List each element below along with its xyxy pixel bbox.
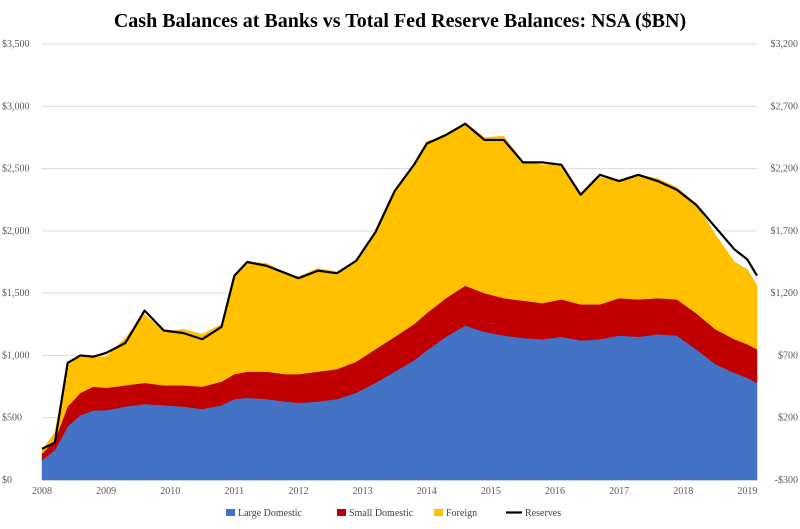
line-reserves: [41, 122, 758, 450]
right-axis: -$300 $200 $700 $1,200 $1,700 $2,200 $2,700 $3,…: [771, 39, 799, 486]
left-tick-label: $2,500: [2, 164, 30, 175]
x-tick-label: 2015: [481, 486, 501, 497]
right-tick-label: $2,200: [771, 164, 799, 175]
right-tick-label: $700: [778, 350, 798, 361]
right-tick-label: $1,200: [771, 288, 799, 299]
left-tick-label: $500: [2, 413, 22, 424]
right-tick-label: $3,200: [771, 39, 799, 50]
x-tick-label: 2008: [32, 486, 52, 497]
left-tick-label: $3,500: [2, 39, 30, 50]
legend-swatch-large-domestic: [226, 509, 235, 516]
legend-label-small-domestic: Small Domestic: [349, 508, 414, 519]
legend-label-reserves: Reserves: [525, 508, 561, 519]
x-tick-label: 2016: [545, 486, 565, 497]
x-tick-label: 2011: [225, 486, 245, 497]
right-tick-label: $2,700: [771, 101, 799, 112]
chart-title: Cash Balances at Banks vs Total Fed Rese…: [114, 10, 686, 32]
legend: Large Domestic Small Domestic Foreign Reser…: [226, 508, 561, 519]
x-axis: 2008 2009 2010 2011 2012 2013 2014 2015 2016 2017…: [32, 486, 757, 497]
x-tick-label: 2012: [289, 486, 309, 497]
stacked-areas: [41, 122, 758, 481]
x-tick-label: 2017: [609, 486, 629, 497]
left-tick-label: $2,000: [2, 226, 30, 237]
x-tick-label: 2009: [96, 486, 116, 497]
legend-swatch-small-domestic: [337, 509, 346, 516]
right-tick-label: $200: [778, 413, 798, 424]
area-foreign: [41, 122, 758, 455]
legend-swatch-foreign: [434, 509, 443, 516]
left-tick-label: $3,000: [2, 101, 30, 112]
left-tick-label: $1,500: [2, 288, 30, 299]
reserves-line-layer: [41, 122, 758, 450]
left-tick-label: $0: [2, 475, 12, 486]
legend-label-large-domestic: Large Domestic: [238, 508, 303, 519]
x-tick-label: 2010: [160, 486, 180, 497]
x-tick-label: 2019: [737, 486, 757, 497]
x-tick-label: 2013: [353, 486, 373, 497]
x-tick-label: 2014: [417, 486, 437, 497]
x-tick-label: 2018: [673, 486, 693, 497]
right-tick-label: -$300: [775, 475, 798, 486]
left-tick-label: $1,000: [2, 350, 30, 361]
legend-label-foreign: Foreign: [446, 508, 477, 519]
right-tick-label: $1,700: [771, 226, 799, 237]
left-axis: $0 $500 $1,000 $1,500 $2,000 $2,500 $3,000 $3,5…: [2, 39, 30, 486]
